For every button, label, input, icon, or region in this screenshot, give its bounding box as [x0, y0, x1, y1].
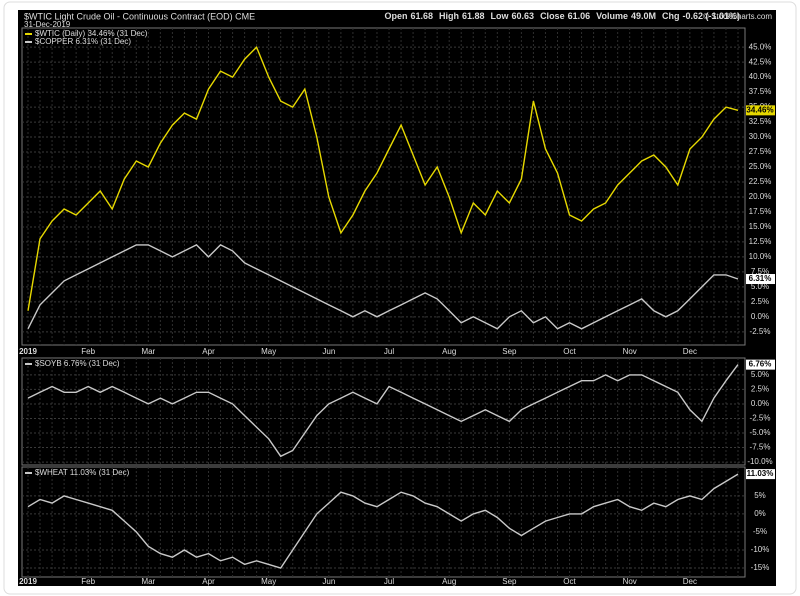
x-tick-label: Oct: [563, 347, 576, 356]
x-tick-label: Nov: [623, 347, 637, 356]
value-label: 11.03%: [747, 469, 774, 478]
value-label: 6.31%: [749, 274, 772, 283]
value-label-box: [746, 105, 775, 116]
y-tick-label: 32.5%: [749, 117, 772, 126]
value-label: 6.76%: [749, 360, 772, 369]
x-tick-label: Jul: [384, 577, 394, 586]
y-tick-label: 0.0%: [751, 399, 769, 408]
y-tick-label: 42.5%: [749, 57, 772, 66]
value-label-box: [746, 274, 775, 285]
quote-value: 49.0M: [631, 11, 656, 21]
y-tick-label: 10.0%: [749, 252, 772, 261]
y-tick-label: 17.5%: [749, 207, 772, 216]
y-tick-label: -5.0%: [750, 428, 771, 437]
value-label: 34.46%: [746, 105, 773, 114]
x-tick-label: Sep: [502, 347, 517, 356]
y-tick-label: 7.5%: [751, 267, 769, 276]
quote-label: Close: [540, 11, 565, 21]
x-tick-label: 2019: [19, 577, 37, 586]
chart-date: 31-Dec-2019: [24, 20, 71, 29]
y-tick-label: 45.0%: [749, 42, 772, 51]
chart-background: [18, 10, 776, 586]
y-tick-label: -10.0%: [747, 457, 772, 466]
x-tick-label: Sep: [502, 577, 517, 586]
x-tick-label: Dec: [683, 347, 697, 356]
value-label-box: [746, 359, 775, 370]
series-line: [27, 244, 739, 330]
x-tick-label: Dec: [683, 577, 697, 586]
x-tick-label: Aug: [442, 347, 456, 356]
quote-label: High: [439, 11, 459, 21]
panel-border: [21, 27, 746, 346]
y-tick-label: 0%: [754, 509, 766, 518]
y-tick-label: -10%: [751, 545, 770, 554]
series-line: [27, 364, 739, 458]
quote: Open 61.68 High 61.88 Low 60.63 Close 61.06 Volu…: [384, 11, 740, 21]
y-tick-label: -2.5%: [750, 327, 771, 336]
y-tick-label: 0.0%: [751, 312, 769, 321]
x-tick-label: Feb: [81, 347, 95, 356]
quote-label: Volume: [596, 11, 628, 21]
y-tick-label: 30.0%: [749, 132, 772, 141]
x-tick-label: May: [261, 347, 276, 356]
value-label-box: [746, 469, 775, 480]
panel-border: [21, 466, 746, 578]
quote-value: -0.62 (-1.01%): [682, 11, 740, 21]
y-tick-label: 20.0%: [749, 192, 772, 201]
quote-value: 61.68: [410, 11, 433, 21]
legend-label: $SOYB 6.76% (31 Dec): [35, 359, 120, 368]
y-tick-label: 22.5%: [749, 177, 772, 186]
x-tick-label: 2019: [19, 347, 37, 356]
quote-value: 61.88: [462, 11, 485, 21]
x-tick-label: Apr: [202, 577, 215, 586]
quote-label: Low: [491, 11, 510, 21]
x-tick-label: Aug: [442, 577, 456, 586]
legend-label: $COPPER 6.31% (31 Dec): [35, 37, 131, 46]
y-tick-label: 2.5%: [751, 297, 769, 306]
y-tick-label: -15%: [751, 563, 770, 572]
y-tick-label: -2.5%: [750, 414, 771, 423]
y-tick-label: 12.5%: [749, 237, 772, 246]
x-tick-label: Oct: [563, 577, 576, 586]
quote-value: 61.06: [568, 11, 591, 21]
y-tick-label: 37.5%: [749, 87, 772, 96]
quote-label: Chg: [662, 11, 680, 21]
copyright: © StockCharts.com: [703, 12, 772, 21]
y-tick-label: 40.0%: [749, 72, 772, 81]
series-line: [27, 45, 739, 311]
legend-label: $WTIC (Daily) 34.46% (31 Dec): [35, 29, 148, 38]
y-tick-label: 27.5%: [749, 147, 772, 156]
x-tick-label: Jun: [322, 347, 335, 356]
y-tick-label: 15.0%: [749, 222, 772, 231]
quote-label: Open: [384, 11, 407, 21]
x-tick-label: Jun: [322, 577, 335, 586]
x-tick-label: Feb: [81, 577, 95, 586]
x-tick-label: Jul: [384, 347, 394, 356]
x-tick-label: Mar: [141, 577, 155, 586]
y-tick-label: 5.0%: [751, 370, 769, 379]
y-tick-label: -7.5%: [750, 443, 771, 452]
y-tick-label: 25.0%: [749, 162, 772, 171]
panel-border: [21, 357, 746, 466]
y-tick-label: 5.0%: [751, 282, 769, 291]
series-line: [27, 473, 739, 569]
quote-value: 60.63: [512, 11, 535, 21]
x-tick-label: Mar: [141, 347, 155, 356]
x-tick-label: Apr: [202, 347, 215, 356]
y-tick-label: -5%: [753, 527, 767, 536]
chart-title: $WTIC Light Crude Oil - Continuous Contr…: [24, 11, 255, 21]
x-tick-label: Nov: [623, 577, 637, 586]
legend-label: $WHEAT 11.03% (31 Dec): [35, 468, 130, 477]
y-tick-label: 5%: [754, 491, 766, 500]
y-tick-label: 2.5%: [751, 385, 769, 394]
x-tick-label: May: [261, 577, 276, 586]
